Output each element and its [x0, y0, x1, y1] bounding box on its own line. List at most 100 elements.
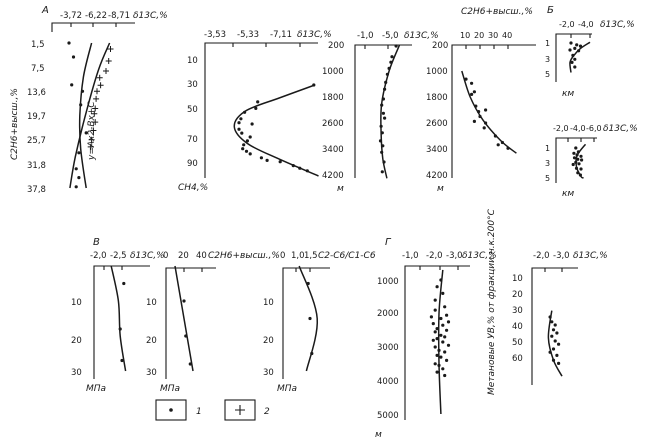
data-point-5-12: [579, 167, 583, 171]
x-tick-a3-0: -1,0: [357, 31, 374, 41]
data-point-1-2: [243, 110, 247, 114]
data-point-9-12: [435, 327, 439, 331]
data-point-9-0: [439, 278, 443, 282]
y-tick-v2-0: 10: [146, 298, 157, 308]
data-point-1-7: [240, 131, 244, 135]
y-tick-g2-5: 60: [512, 354, 523, 364]
legend-box-plus: [224, 399, 256, 421]
x-unit-v2: C2H6+высш.,%: [208, 251, 280, 261]
y-tick-a-5: 31,8: [27, 161, 46, 171]
y-tick-a4-3: 2600: [426, 119, 448, 129]
plus-point-0-1-7: [92, 105, 99, 112]
trend-curve-3: [461, 70, 517, 154]
data-point-6-0: [122, 281, 126, 286]
data-point-9-11: [441, 323, 445, 327]
data-point-9-5: [433, 308, 437, 312]
data-point-0-0-5: [84, 131, 88, 135]
data-point-0-0-6: [77, 151, 81, 155]
data-point-10-7: [557, 342, 561, 346]
data-point-10-4: [555, 331, 559, 335]
axis-a3: [354, 44, 412, 178]
data-point-1-11: [241, 147, 245, 151]
x-tick-a-2: -8,71: [108, 11, 130, 21]
data-point-2-11: [379, 124, 383, 128]
data-point-4-1: [575, 43, 579, 47]
axis-a4: [451, 44, 536, 178]
data-point-1-6: [237, 127, 241, 131]
y-tick-v1-0: 10: [71, 298, 82, 308]
y-tick-b2-2: 5: [545, 174, 550, 183]
x-tick-a-1: -6,22: [85, 11, 107, 21]
axis-v2: [165, 267, 216, 379]
marks-g2: [547, 310, 563, 377]
data-point-4-3: [573, 46, 577, 51]
legend: 1 2: [155, 399, 270, 421]
data-point-10-9: [548, 350, 552, 354]
data-point-2-8: [380, 103, 384, 107]
data-point-1-3: [239, 117, 243, 121]
data-point-9-7: [429, 315, 433, 319]
x-tick-g-2: -3,0: [446, 251, 463, 261]
data-point-8-0: [306, 281, 310, 286]
data-point-9-20: [446, 343, 451, 347]
data-point-0-0-4: [79, 103, 83, 107]
x-tick-v1-0: -2,0: [90, 251, 107, 261]
chart-a: -3,72 -6,22 -8,71 δ13C,% 1,5 7,5 13,6 19…: [10, 11, 168, 195]
trend-curve-10: [547, 310, 563, 377]
trend-curve-6: [110, 265, 127, 372]
x-unit-g: δ13C,%: [462, 251, 497, 261]
data-point-2-17: [380, 170, 384, 174]
x-unit-a4: C2H6+высш.,%: [461, 7, 533, 17]
chart-v1: -2,0 -2,5 δ13C,% 10 20 30 МПа: [71, 251, 165, 394]
axis-g: [404, 265, 470, 420]
data-point-1-12: [244, 149, 249, 153]
x-tick-b2-2: -6,0: [586, 124, 602, 133]
data-point-0-0-2: [70, 83, 74, 87]
x-tick-a4-1: 20: [474, 31, 484, 40]
x-tick-g-1: -2,0: [426, 251, 443, 261]
x-tick-a2-1: -5,33: [237, 30, 259, 40]
legend-label-2: 2: [264, 407, 270, 417]
data-point-9-18: [431, 338, 435, 342]
data-point-8-2: [310, 351, 314, 356]
data-point-6-2: [120, 358, 124, 363]
data-point-3-4: [474, 104, 478, 108]
y-tick-g2-0: 10: [512, 274, 523, 284]
marks-v3: [298, 265, 318, 372]
y-tick-b2-1: 3: [545, 159, 550, 168]
x-unit-v3: C2-C6/C1-C6: [318, 251, 376, 261]
y-label-g2: Метановые УВ,% от фракции н.к.200°С: [487, 208, 497, 395]
axis-b2: [555, 137, 597, 183]
x-tick-a2-0: -3,53: [204, 30, 226, 40]
data-point-9-3: [433, 298, 437, 302]
x-tick-g2-0: -2,0: [533, 251, 550, 261]
data-point-9-6: [445, 313, 449, 317]
data-point-2-14: [381, 144, 385, 148]
panel-letter-g: Г: [385, 237, 392, 248]
data-point-2-6: [383, 87, 387, 91]
x-tick-a4-2: 30: [488, 31, 498, 40]
x-tick-a2-2: -7,11: [270, 30, 292, 40]
x-tick-a4-0: 10: [460, 31, 470, 40]
y-tick-a-4: 25,7: [27, 136, 46, 146]
y-tick-a2-2: 50: [187, 105, 198, 115]
data-point-5-0: [574, 146, 578, 150]
y-tick-a4-2: 1800: [426, 93, 448, 103]
data-point-1-0: [256, 100, 260, 104]
plus-point-0-1-6: [93, 95, 100, 102]
x-unit-a3: δ13C,%: [404, 31, 439, 41]
data-point-9-26: [445, 358, 449, 362]
data-point-7-0: [182, 299, 186, 303]
data-point-9-30: [435, 370, 439, 374]
y-tick-a-6: 37,8: [27, 185, 46, 195]
data-point-3-5: [484, 108, 488, 112]
y-label-v3: МПа: [277, 384, 297, 394]
y-tick-g2-3: 40: [512, 322, 523, 332]
data-point-8-1: [308, 316, 312, 321]
trend-curve-1: [233, 84, 319, 177]
data-point-4-0: [569, 41, 573, 45]
y-tick-a-0: 1,5: [31, 40, 45, 50]
data-point-4-6: [571, 53, 575, 58]
data-point-10-5: [550, 334, 554, 338]
marks-a3: [378, 44, 401, 179]
